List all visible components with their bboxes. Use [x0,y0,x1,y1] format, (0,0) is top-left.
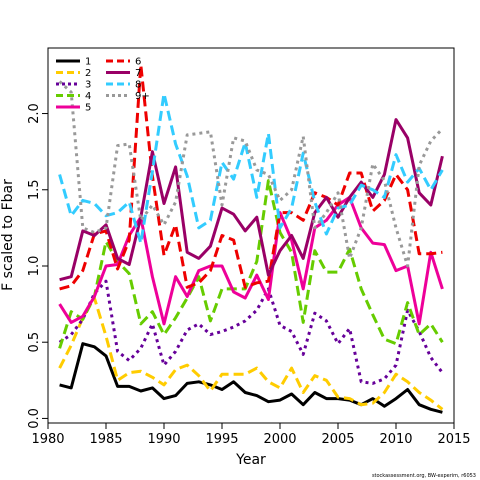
legend-label: 8 [135,80,141,91]
y-tick-label: 1.0 [27,256,42,277]
series-line-7 [59,118,444,282]
footnote: stockassessment.org, BW-experim, r6053 [372,473,476,479]
plot-frame [47,47,455,424]
legend-label: 4 [85,91,91,102]
series-line-3 [58,279,444,385]
legend-label: 6 [135,57,141,68]
series-line-2 [58,296,444,411]
x-tick-label: 2005 [321,432,354,447]
x-tick-label: 2000 [263,432,296,447]
y-tick-label: 2.0 [27,103,42,124]
y-axis: 0.0 0.5 1.0 1.5 2.0 [27,103,48,429]
legend-label: 7 [135,68,141,79]
x-tick-label: 2010 [379,432,412,447]
legend-label: 3 [85,80,91,91]
y-tick-label: 0.5 [27,332,42,353]
series-layer [58,63,444,414]
y-axis-label: F scaled to Fbar [0,179,16,291]
x-tick-label: 1995 [205,432,238,447]
series-line-5 [58,195,444,326]
legend-label: 9+ [135,91,150,102]
x-tick-label: 1985 [89,432,122,447]
series-line-4 [58,179,444,349]
series-line-1 [59,342,443,414]
x-tick-label: 2015 [437,432,470,447]
series-line-8 [58,92,444,245]
series-line-6 [59,63,443,291]
legend-label: 2 [85,68,91,79]
y-tick-label: 1.5 [27,179,42,200]
x-tick-label: 1990 [147,432,180,447]
y-tick-label: 0.0 [27,408,42,429]
series-line-9plus [58,80,444,268]
legend-label: 5 [85,103,91,114]
x-axis: 1980 1985 1990 1995 2000 2005 2010 2015 [31,423,471,447]
legend-label: 1 [85,57,91,68]
x-axis-label: Year [235,452,266,468]
x-tick-label: 1980 [31,432,64,447]
